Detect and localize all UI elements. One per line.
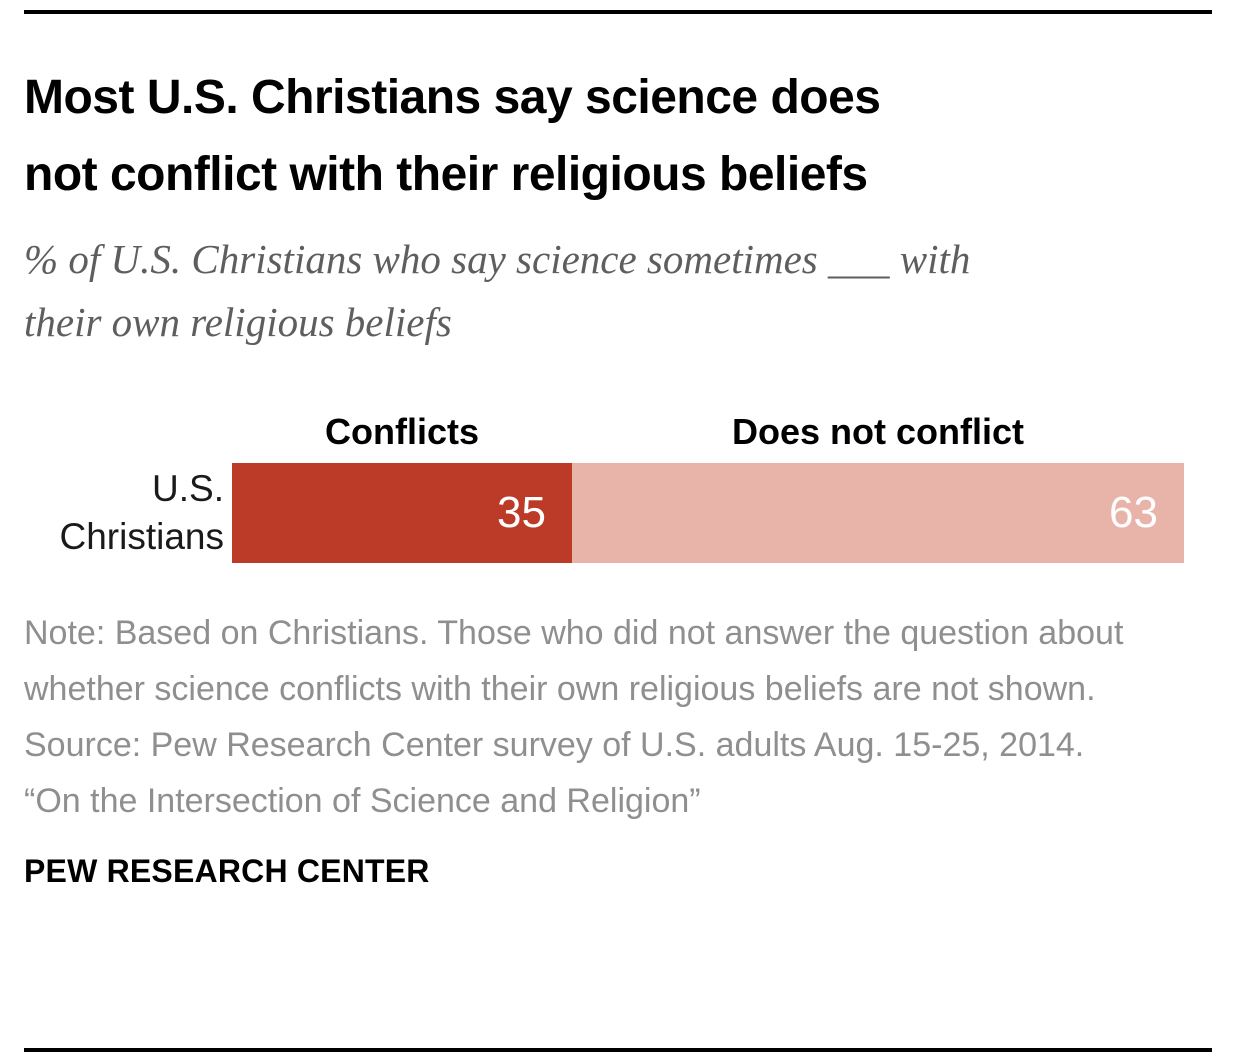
title-line: Most U.S. Christians say science does: [24, 71, 881, 124]
series-label-row: Conflicts Does not conflict: [232, 411, 1184, 463]
series-label-does-not-conflict: Does not conflict: [731, 410, 1024, 452]
bar-segment-conflicts: 35: [232, 462, 572, 563]
title-line: not conflict with their religious belief…: [24, 147, 868, 201]
bar-row: U.S. Christians 35 63: [24, 462, 1184, 563]
bar-segment-does-not-conflict: 63: [572, 462, 1184, 563]
bar-value-label: 63: [1109, 487, 1158, 537]
report-title-text: “On the Intersection of Science and Reli…: [24, 781, 701, 820]
source-text: Source: Pew Research Center survey of U.…: [24, 725, 1085, 764]
brand-footer: PEW RESEARCH CENTER: [24, 853, 430, 890]
series-labels: Conflicts Does not conflict: [24, 411, 1184, 463]
bar-value-label: 35: [497, 487, 546, 537]
subtitle-line: % of U.S. Christians who say science som…: [24, 235, 971, 282]
chart-title: Most U.S. Christians say science does no…: [24, 60, 1212, 214]
note-text: Note: Based on Christians. Those who did…: [24, 613, 1124, 708]
category-label: U.S. Christians: [59, 467, 225, 557]
chart-subtitle: % of U.S. Christians who say science som…: [24, 228, 1212, 355]
bottom-rule: [24, 1048, 1212, 1052]
label-column-spacer: [24, 411, 232, 463]
subtitle-line: their own religious beliefs: [24, 299, 452, 346]
top-rule: [24, 10, 1212, 14]
stacked-bar-chart: Conflicts Does not conflict U.S. Christia…: [24, 411, 1212, 563]
notes-block: Note: Based on Christians. Those who did…: [24, 605, 1174, 829]
stacked-bar: 35 63: [232, 462, 1184, 563]
series-label-conflicts: Conflicts: [324, 410, 479, 452]
